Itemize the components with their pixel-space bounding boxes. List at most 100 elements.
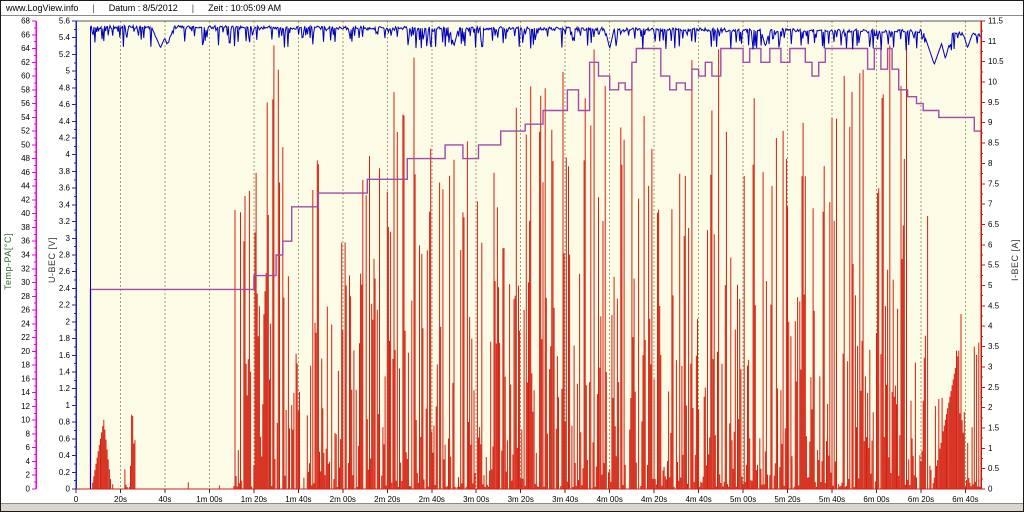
svg-text:5m 00s: 5m 00s: [730, 495, 756, 504]
svg-text:3.5: 3.5: [988, 342, 1000, 351]
i-bec-axis-title: I-BEC [A]: [1010, 239, 1020, 282]
svg-text:18: 18: [21, 361, 30, 370]
svg-text:8: 8: [988, 159, 993, 168]
svg-text:50: 50: [21, 140, 30, 149]
svg-text:0.6: 0.6: [59, 434, 71, 443]
svg-text:4: 4: [988, 322, 993, 331]
svg-text:0.5: 0.5: [988, 464, 1000, 473]
svg-text:30: 30: [21, 278, 30, 287]
u-bec-series: [90, 23, 981, 489]
svg-text:62: 62: [21, 58, 30, 67]
header-separator-1: |: [92, 3, 95, 13]
header-separator-2: |: [191, 3, 195, 13]
svg-text:2m 20s: 2m 20s: [374, 495, 400, 504]
svg-text:4m 40s: 4m 40s: [685, 495, 711, 504]
svg-text:1: 1: [988, 444, 993, 453]
svg-text:6: 6: [988, 240, 993, 249]
svg-text:34: 34: [21, 251, 30, 260]
svg-text:4.2: 4.2: [59, 134, 71, 143]
svg-text:38: 38: [21, 223, 30, 232]
header-bar: www.LogView.info | Datum : 8/5/2012 | Ze…: [1, 1, 1023, 16]
svg-text:6m 20s: 6m 20s: [908, 495, 934, 504]
svg-text:1m 20s: 1m 20s: [241, 495, 267, 504]
svg-text:2m 40s: 2m 40s: [419, 495, 445, 504]
svg-text:32: 32: [21, 264, 30, 273]
svg-text:4m 20s: 4m 20s: [641, 495, 667, 504]
svg-text:6: 6: [26, 443, 31, 452]
svg-text:0: 0: [26, 485, 31, 494]
svg-text:0.4: 0.4: [59, 451, 71, 460]
svg-text:8.5: 8.5: [988, 139, 1000, 148]
svg-text:10.5: 10.5: [988, 57, 1004, 66]
svg-text:2m 00s: 2m 00s: [330, 495, 356, 504]
svg-text:40s: 40s: [158, 495, 171, 504]
svg-text:1.5: 1.5: [988, 424, 1000, 433]
svg-text:6m 40s: 6m 40s: [952, 495, 978, 504]
u-bec-axis-title: U-BEC [V]: [47, 237, 57, 284]
date-label: Datum : 8/5/2012: [108, 3, 178, 13]
time-label: Zeit : 10:05:09 AM: [208, 3, 282, 13]
svg-text:3: 3: [988, 362, 993, 371]
svg-text:9: 9: [988, 118, 993, 127]
svg-text:10: 10: [988, 78, 997, 87]
svg-text:2: 2: [66, 317, 71, 326]
svg-text:3m 00s: 3m 00s: [463, 495, 489, 504]
svg-text:48: 48: [21, 154, 30, 163]
svg-text:58: 58: [21, 85, 30, 94]
svg-text:68: 68: [21, 17, 30, 26]
svg-text:60: 60: [21, 72, 30, 81]
svg-text:54: 54: [21, 113, 30, 122]
i-bec-series: [76, 44, 981, 490]
window-bottom-edge: [1, 503, 1023, 511]
svg-text:7.5: 7.5: [988, 179, 1000, 188]
svg-text:14: 14: [21, 388, 30, 397]
svg-text:56: 56: [21, 99, 30, 108]
svg-text:6.5: 6.5: [988, 220, 1000, 229]
temp-axis-title: Temp-PA[°C]: [3, 233, 13, 290]
svg-text:3.2: 3.2: [59, 217, 71, 226]
svg-text:26: 26: [21, 306, 30, 315]
svg-text:22: 22: [21, 333, 30, 342]
svg-text:64: 64: [21, 44, 30, 53]
svg-text:46: 46: [21, 168, 30, 177]
svg-text:4m 00s: 4m 00s: [597, 495, 623, 504]
svg-text:4: 4: [66, 150, 71, 159]
svg-text:2.8: 2.8: [59, 251, 71, 260]
svg-text:0.8: 0.8: [59, 418, 71, 427]
svg-text:4.6: 4.6: [59, 100, 71, 109]
temp-axis: 0246810121416182022242628303234363840424…: [21, 17, 37, 494]
svg-text:20s: 20s: [114, 495, 127, 504]
svg-text:5: 5: [66, 67, 71, 76]
svg-text:9.5: 9.5: [988, 98, 1000, 107]
svg-text:0: 0: [74, 495, 79, 504]
svg-text:4: 4: [26, 457, 31, 466]
svg-text:0.2: 0.2: [59, 468, 71, 477]
svg-text:11: 11: [988, 37, 997, 46]
svg-text:1: 1: [66, 401, 71, 410]
svg-text:40: 40: [21, 209, 30, 218]
svg-text:7: 7: [988, 200, 993, 209]
svg-text:8: 8: [26, 429, 31, 438]
svg-text:36: 36: [21, 237, 30, 246]
svg-text:42: 42: [21, 195, 30, 204]
svg-text:1.4: 1.4: [59, 368, 71, 377]
svg-text:52: 52: [21, 127, 30, 136]
svg-text:1.6: 1.6: [59, 351, 71, 360]
svg-text:0: 0: [988, 485, 993, 494]
svg-text:3.4: 3.4: [59, 200, 71, 209]
svg-text:5.5: 5.5: [988, 261, 1000, 270]
u_bec-axis: 0 0.2 0.4 0.6 0.8 1 1.2 1.4 1.6 1.8 2 2.2 2.4 2.6 2.8 3…: [59, 17, 77, 494]
svg-text:5m 40s: 5m 40s: [819, 495, 845, 504]
svg-text:2.6: 2.6: [59, 267, 71, 276]
svg-text:5.6: 5.6: [59, 17, 71, 26]
svg-text:4.4: 4.4: [59, 117, 71, 126]
svg-text:3m 40s: 3m 40s: [552, 495, 578, 504]
svg-text:66: 66: [21, 30, 30, 39]
svg-text:5.2: 5.2: [59, 50, 71, 59]
svg-text:5.4: 5.4: [59, 33, 71, 42]
svg-text:2: 2: [26, 471, 31, 480]
svg-text:0: 0: [66, 485, 71, 494]
svg-text:20: 20: [21, 347, 30, 356]
svg-text:4.5: 4.5: [988, 301, 1000, 310]
